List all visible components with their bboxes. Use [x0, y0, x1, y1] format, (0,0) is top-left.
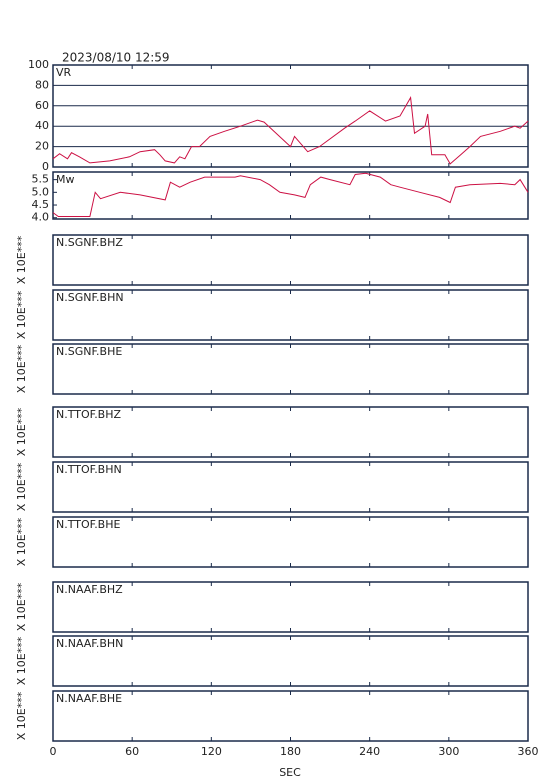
y-axis-label: X 10E***: [15, 517, 28, 566]
y-tick-label: 100: [28, 58, 49, 71]
panel-frame: [52, 289, 529, 341]
y-tick-label: 40: [35, 119, 49, 132]
y-tick-label: 20: [35, 140, 49, 153]
panel-label: N.TTOF.BHZ: [56, 408, 122, 421]
y-axis-label: X 10E***: [15, 344, 28, 393]
y-tick-label: 80: [35, 78, 49, 91]
x-axis-label: SEC: [279, 766, 301, 779]
panel-label: N.TTOF.BHN: [56, 463, 122, 476]
panel-frame: [52, 171, 529, 220]
panel-label: N.SGNF.BHE: [56, 345, 122, 358]
data-line: [52, 96, 529, 165]
x-tick-label: 180: [280, 745, 301, 758]
y-tick-label: 5.5: [32, 173, 50, 186]
panel-frame: [52, 234, 529, 286]
chart-title: 2023/08/10 12:59: [62, 51, 170, 65]
x-tick-label: 0: [50, 745, 57, 758]
panel-label: N.SGNF.BHN: [56, 291, 124, 304]
panel-frame: [52, 635, 529, 687]
y-axis-label: X 10E***: [15, 636, 28, 685]
y-axis-label: X 10E***: [15, 691, 28, 740]
panel-label: N.NAAF.BHE: [56, 692, 122, 705]
panel-label: VR: [56, 66, 72, 79]
x-tick-label: 300: [438, 745, 459, 758]
panel-label: N.TTOF.BHE: [56, 518, 121, 531]
x-tick-label: 360: [518, 745, 539, 758]
panel-frame: [52, 343, 529, 395]
panel-label: N.NAAF.BHN: [56, 637, 123, 650]
panel-frame: [52, 64, 529, 168]
y-axis-label: X 10E***: [15, 290, 28, 339]
panel-label: N.SGNF.BHZ: [56, 236, 123, 249]
y-axis-label: X 10E***: [15, 407, 28, 456]
y-axis-label: X 10E***: [15, 462, 28, 511]
y-axis-label: X 10E***: [15, 235, 28, 284]
panel-frame: [52, 690, 529, 742]
panel-label: Mw: [56, 173, 75, 186]
data-line: [52, 172, 529, 217]
y-axis-label: X 10E***: [15, 582, 28, 631]
x-tick-label: 120: [201, 745, 222, 758]
panel-label: N.NAAF.BHZ: [56, 583, 123, 596]
panel-frame: [52, 461, 529, 513]
y-tick-label: 4.5: [32, 198, 50, 211]
panel-frame: [52, 516, 529, 568]
y-tick-label: 0: [42, 160, 49, 173]
panel-frame: [52, 406, 529, 458]
y-tick-label: 5.0: [32, 185, 50, 198]
x-tick-label: 240: [359, 745, 380, 758]
x-tick-label: 60: [125, 745, 139, 758]
y-tick-label: 60: [35, 99, 49, 112]
panel-frame: [52, 581, 529, 633]
y-tick-label: 4.0: [32, 211, 50, 224]
